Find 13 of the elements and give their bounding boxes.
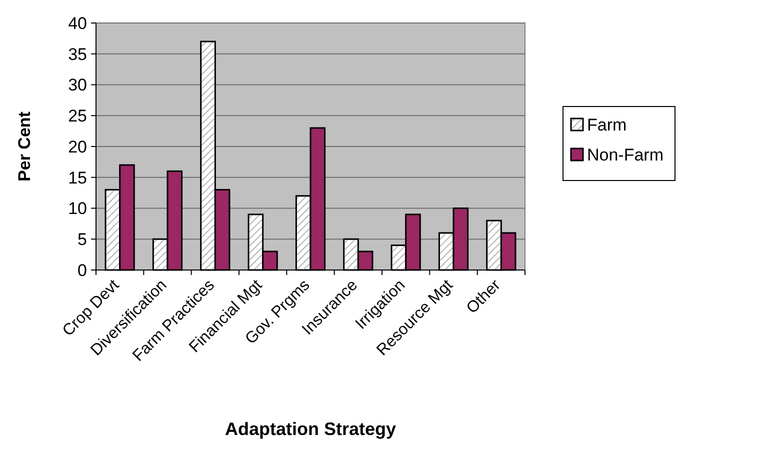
y-tick-label: 25 [68,106,87,126]
y-tick-label: 40 [68,14,87,33]
y-tick-label: 20 [68,137,87,156]
y-axis-title: Per Cent [15,111,34,182]
y-tick-label: 5 [78,230,87,250]
legend-label: Non-Farm [587,145,664,164]
y-tick-label: 10 [68,199,87,218]
x-axis-title: Adaptation Strategy [224,419,396,439]
legend-label: Farm [587,115,627,134]
y-tick-label: 15 [68,168,87,188]
y-tick-label: 30 [68,76,87,95]
y-tick-label: 35 [68,44,87,64]
y-tick-label: 0 [78,260,87,280]
